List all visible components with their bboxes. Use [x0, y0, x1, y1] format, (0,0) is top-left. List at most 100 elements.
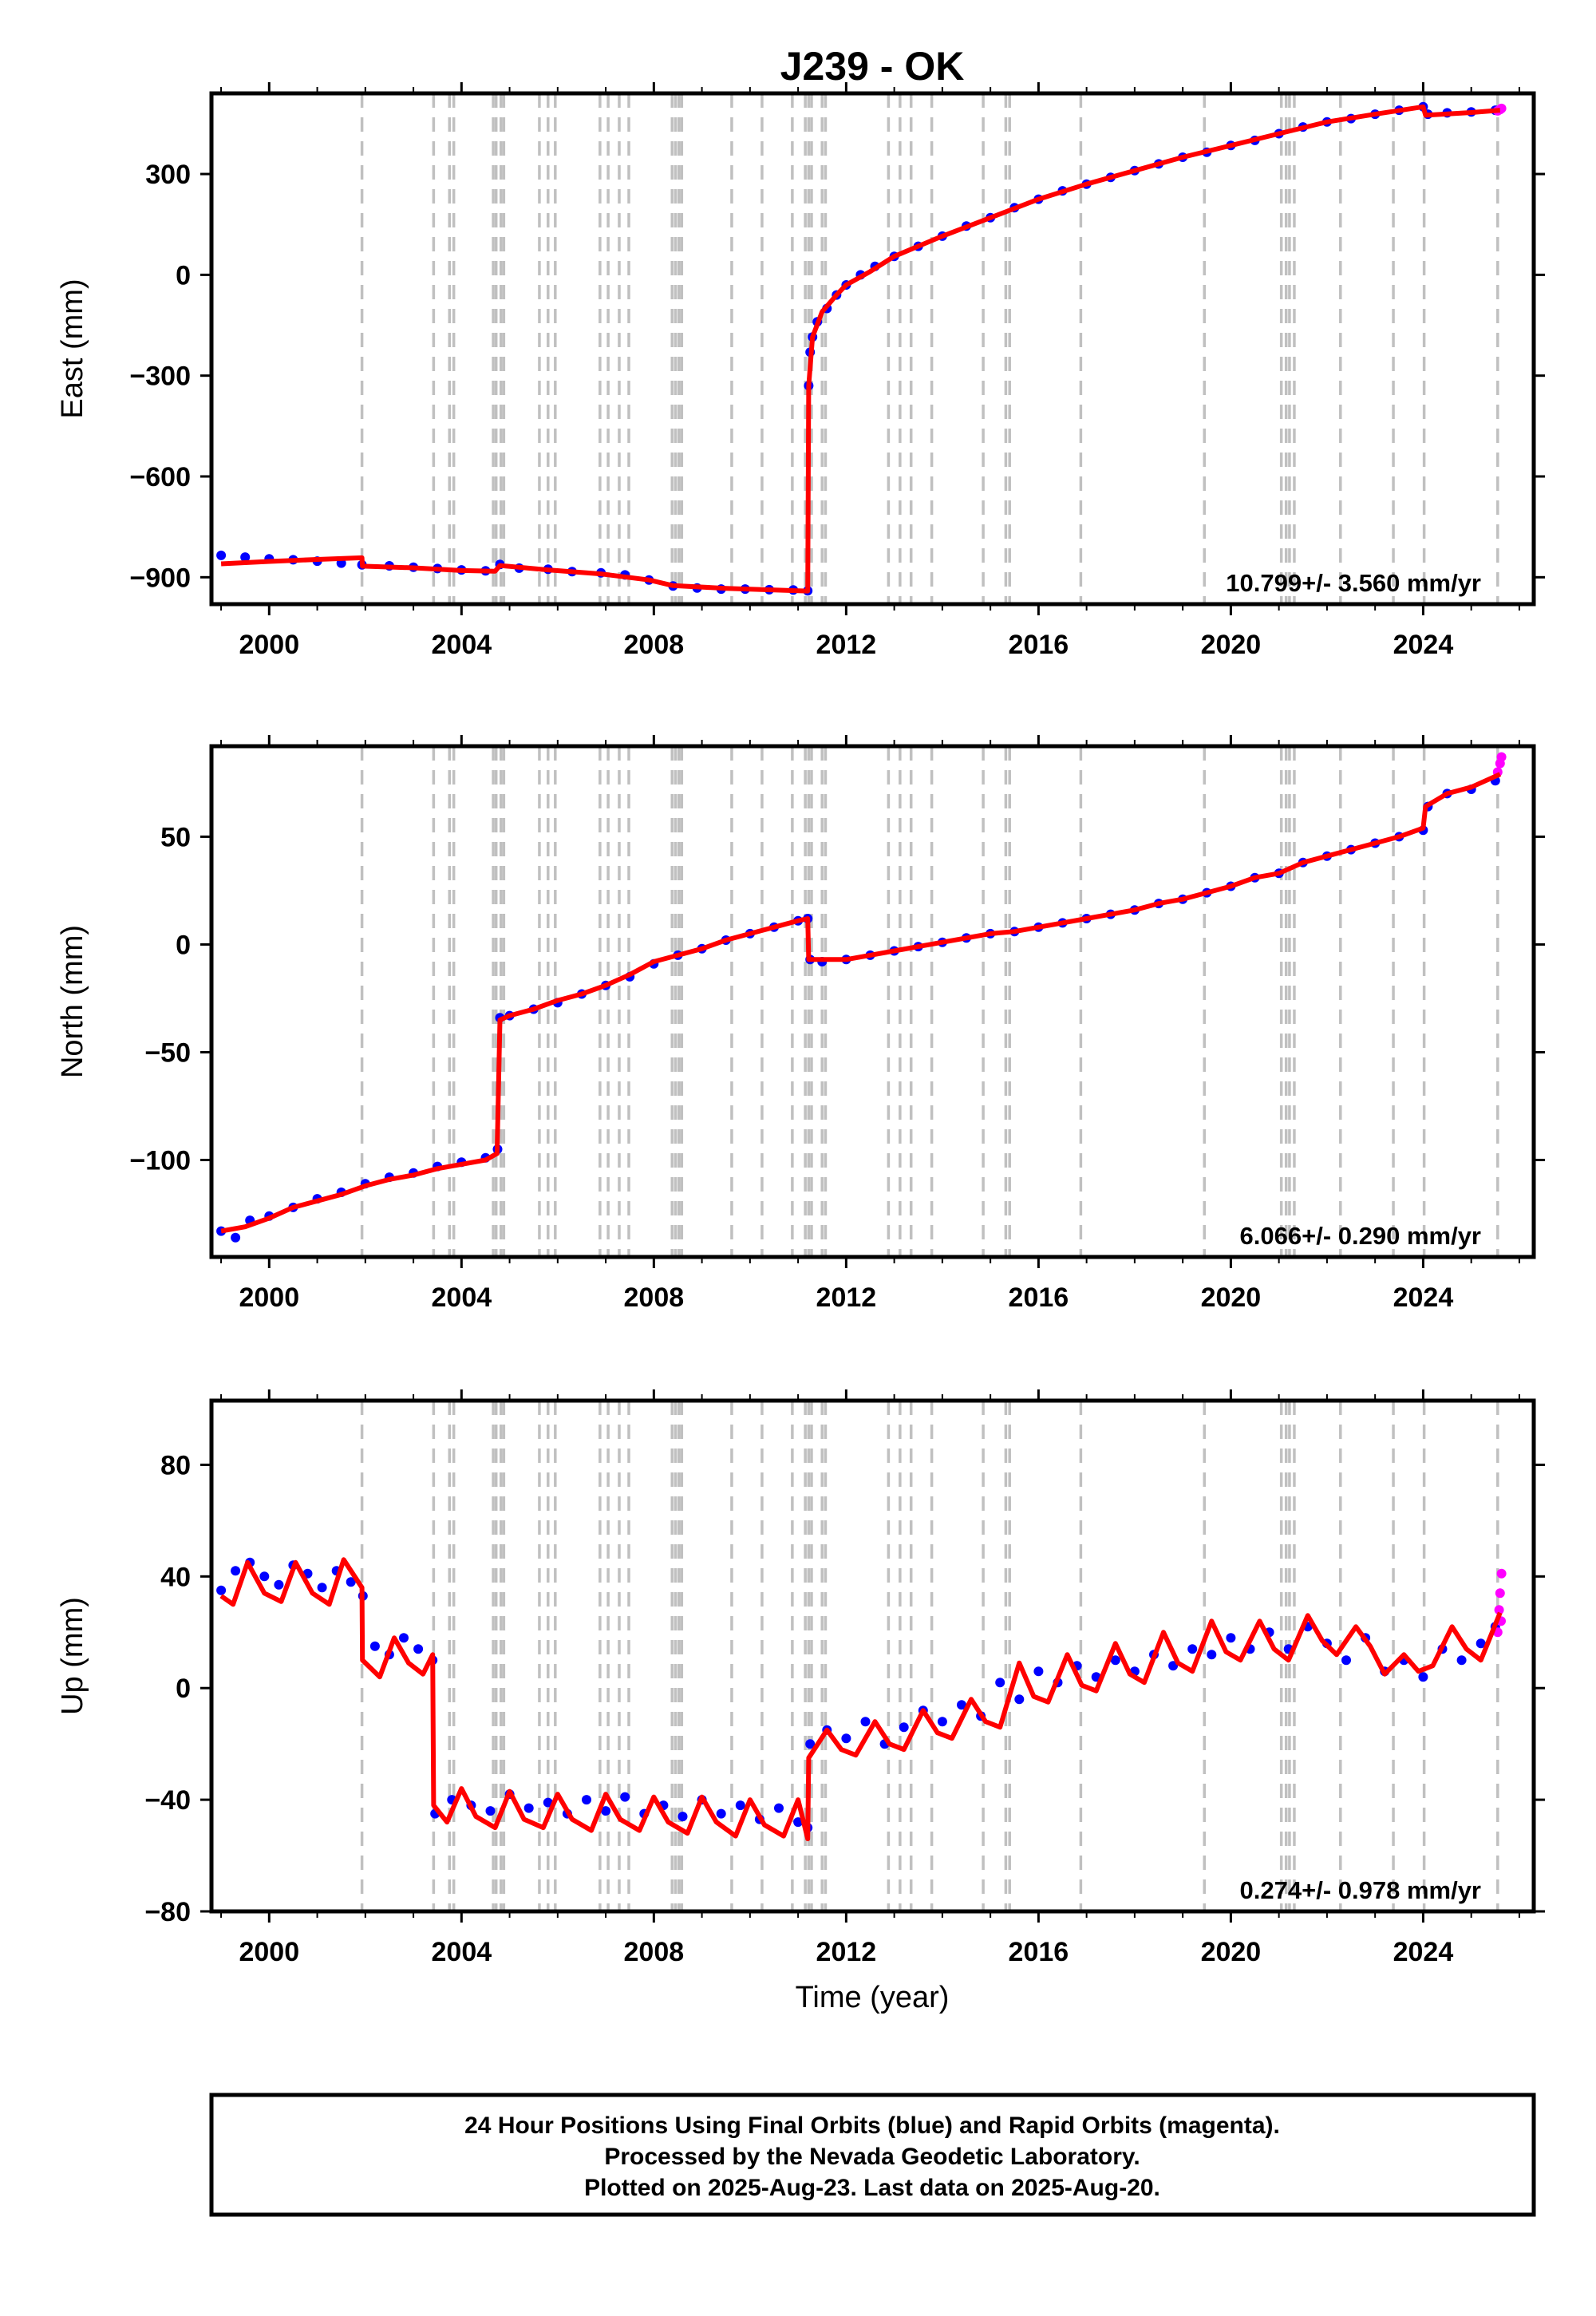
y-tick-label: −40 — [144, 1785, 191, 1816]
panel-east: 2000 2004 2008 2012 2016 2020 2024 300 0 −300 −600… — [56, 82, 1545, 660]
x-tick-label: 2024 — [1393, 1282, 1454, 1313]
y-axis-label: East (mm) — [56, 279, 89, 418]
x-tick-label: 2016 — [1009, 1937, 1069, 1967]
y-tick-label: −80 — [144, 1897, 191, 1927]
y-tick-label: 0 — [176, 930, 191, 960]
final-point — [259, 1571, 270, 1582]
final-point — [346, 1577, 356, 1587]
final-point — [1476, 1638, 1486, 1649]
y-tick-label: 0 — [176, 1674, 191, 1704]
x-tick-label: 2004 — [432, 1282, 492, 1313]
y-axis-label: Up (mm) — [56, 1597, 89, 1715]
y-tick-label: −100 — [129, 1145, 191, 1176]
y-tick-label: −600 — [129, 462, 191, 492]
x-tick-label: 2008 — [624, 1282, 685, 1313]
final-point — [1187, 1644, 1198, 1654]
final-point — [601, 1806, 611, 1816]
final-point — [805, 1739, 816, 1749]
y-tick-label: −300 — [129, 362, 191, 392]
final-point — [1033, 1666, 1044, 1677]
final-point — [413, 1644, 424, 1654]
x-axis-label: Time (year) — [796, 1981, 950, 2014]
final-points — [216, 1557, 1500, 1833]
final-point — [774, 1803, 784, 1813]
x-tick-label: 2000 — [239, 630, 299, 660]
final-point — [582, 1795, 591, 1805]
final-point — [937, 1717, 947, 1727]
x-tick-label: 2000 — [239, 1937, 299, 1967]
y-tick-label: 300 — [145, 160, 191, 190]
y-tick-label: 50 — [160, 822, 191, 852]
x-tick-label: 2016 — [1009, 1282, 1069, 1313]
final-point — [1014, 1694, 1025, 1705]
x-tick-label: 2004 — [432, 630, 492, 660]
panel-up: 2000 2004 2008 2012 2016 2020 2024 80 40 0 −40 −80 U… — [56, 1389, 1545, 1967]
x-tick-label: 2012 — [816, 1937, 877, 1967]
rapid-point — [1496, 1568, 1507, 1579]
velocity-annotation: 10.799+/- 3.560 mm/yr — [1226, 569, 1481, 597]
y-tick-label: 80 — [160, 1450, 191, 1480]
x-tick-label: 2008 — [624, 630, 685, 660]
final-points — [216, 776, 1500, 1243]
x-tick-label: 2012 — [816, 1282, 877, 1313]
final-point — [1456, 1655, 1467, 1666]
final-point — [678, 1812, 688, 1822]
final-point — [735, 1800, 745, 1811]
rapid-points — [1492, 1568, 1507, 1638]
velocity-annotation: 6.066+/- 0.290 mm/yr — [1240, 1222, 1481, 1250]
final-point — [317, 1583, 327, 1593]
x-tick-label: 2004 — [432, 1937, 492, 1967]
final-point — [793, 1817, 804, 1828]
final-point — [231, 1232, 241, 1243]
x-tick-label: 2000 — [239, 1282, 299, 1313]
final-point — [1110, 1655, 1120, 1666]
plot-frame — [209, 91, 1536, 607]
panel-north: 2000 2004 2008 2012 2016 2020 2024 50 0 −50 −100 No… — [56, 735, 1545, 1313]
plot-frame — [209, 744, 1536, 1259]
final-point — [860, 1717, 871, 1727]
model-line — [220, 104, 1501, 594]
final-point — [957, 1700, 966, 1710]
final-point — [620, 1792, 630, 1802]
rapid-point — [1495, 1588, 1505, 1599]
footer-line-3: Plotted on 2025-Aug-23. Last data on 202… — [584, 2175, 1160, 2201]
x-tick-label: 2020 — [1201, 1937, 1262, 1967]
x-tick-label: 2024 — [1393, 1937, 1454, 1967]
x-tick-label: 2012 — [816, 630, 877, 660]
final-point — [216, 550, 227, 560]
y-tick-label: 40 — [160, 1562, 191, 1592]
y-axis-label: North (mm) — [56, 925, 89, 1078]
final-point — [995, 1678, 1005, 1688]
final-point — [523, 1803, 534, 1813]
final-point — [274, 1579, 284, 1590]
final-point — [369, 1641, 380, 1651]
plot-frame — [209, 1398, 1536, 1914]
final-points — [216, 101, 1500, 596]
rapid-point — [1496, 752, 1507, 762]
final-point — [716, 1808, 726, 1819]
final-point — [485, 1806, 496, 1816]
x-tick-label: 2008 — [624, 1937, 685, 1967]
rapid-point — [1494, 1605, 1504, 1615]
x-tick-label: 2020 — [1201, 1282, 1262, 1313]
footer-line-1: 24 Hour Positions Using Final Orbits (bl… — [464, 2112, 1280, 2139]
chart-title: J239 - OK — [780, 44, 965, 89]
model-line — [219, 1557, 1503, 1842]
final-point — [399, 1633, 409, 1643]
model-line — [220, 772, 1502, 1234]
final-point — [240, 552, 251, 563]
y-tick-label: −50 — [144, 1037, 191, 1068]
x-tick-label: 2024 — [1393, 630, 1454, 660]
footer-line-2: Processed by the Nevada Geodetic Laborat… — [604, 2144, 1140, 2170]
final-point — [841, 1733, 851, 1744]
final-point — [1226, 1633, 1236, 1643]
final-point — [1341, 1655, 1351, 1666]
y-tick-label: −900 — [129, 563, 191, 593]
final-point — [1418, 1672, 1428, 1682]
footer-box — [209, 2093, 1536, 2217]
final-point — [231, 1566, 241, 1576]
y-tick-label: 0 — [176, 260, 191, 290]
velocity-annotation: 0.274+/- 0.978 mm/yr — [1240, 1876, 1481, 1904]
final-point — [899, 1722, 909, 1733]
